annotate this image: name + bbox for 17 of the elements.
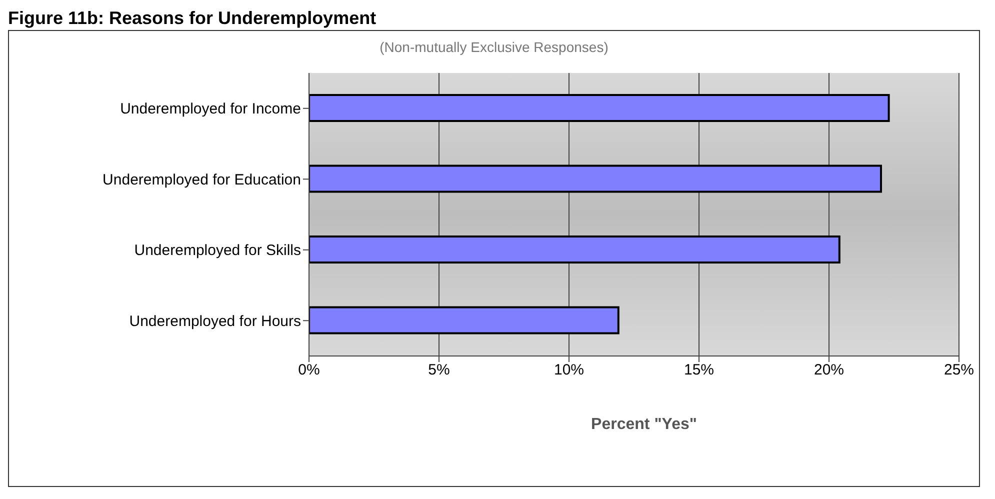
x-tick-label: 10% (554, 362, 584, 379)
bar (309, 94, 890, 122)
x-tick-label: 20% (814, 362, 844, 379)
x-tick-label: 25% (944, 362, 974, 379)
bar (309, 306, 620, 334)
x-tick-label: 15% (684, 362, 714, 379)
y-tick-label: Underemployed for Income (120, 100, 301, 118)
x-tick-label: 5% (428, 362, 450, 379)
y-tick-label: Underemployed for Skills (134, 242, 301, 260)
x-axis-title: Percent "Yes" (590, 416, 698, 434)
y-tick-label: Underemployed for Hours (129, 312, 301, 330)
y-tick-label: Underemployed for Education (102, 171, 301, 188)
bar (309, 236, 840, 264)
chart-subtitle: (Non-mutually Exclusive Responses) (378, 39, 610, 55)
chart-title: Figure 11b: Reasons for Underemployment (8, 8, 378, 30)
bar (309, 164, 882, 193)
x-tick-label: 0% (298, 362, 320, 379)
